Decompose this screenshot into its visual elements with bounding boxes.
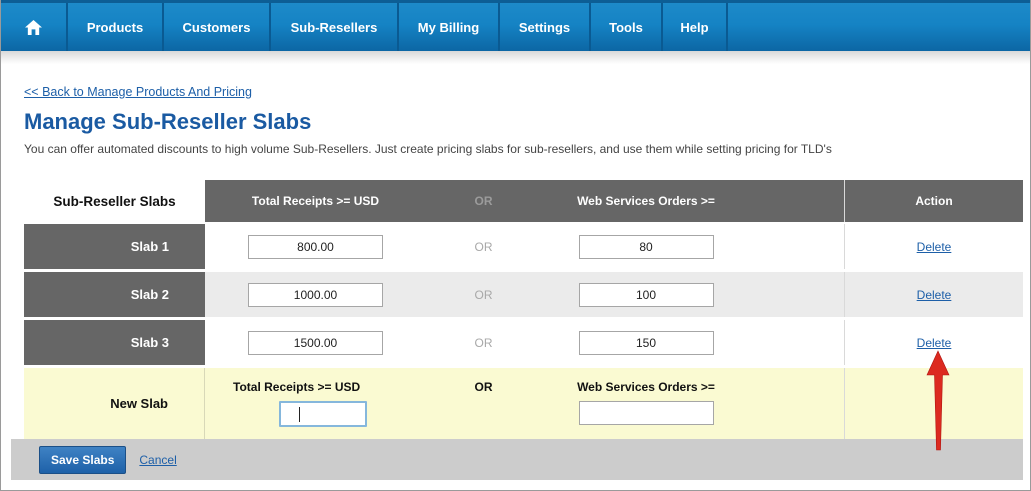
slab-2-or-label: OR <box>474 287 493 302</box>
new-slab-or-label: OR <box>474 380 493 394</box>
slab-2-receipts-input[interactable] <box>248 282 383 307</box>
sub-reseller-slabs-table: Sub-Reseller Slabs Total Receipts >= USD… <box>24 180 1023 439</box>
cancel-link[interactable]: Cancel <box>139 452 177 467</box>
nav-item-my-billing[interactable]: My Billing <box>399 3 500 51</box>
slab-2-orders-input[interactable] <box>578 282 714 307</box>
header-receipts-col: Total Receipts >= USD <box>251 194 380 208</box>
nav-item-products[interactable]: Products <box>68 3 164 51</box>
footer-action-bar: Save Slabs Cancel <box>11 439 1023 480</box>
nav-shadow <box>1 51 1030 64</box>
slab-1-label: Slab 1 <box>24 224 205 269</box>
slab-3-orders-input[interactable] <box>578 330 714 355</box>
page-title: Manage Sub-Reseller Slabs <box>24 109 312 134</box>
slab-1-orders-input[interactable] <box>578 234 714 259</box>
slab-3-delete-link[interactable]: Delete <box>916 335 952 350</box>
new-slab-orders-label: Web Services Orders >= <box>577 380 715 394</box>
nav-item-settings[interactable]: Settings <box>500 3 591 51</box>
back-link[interactable]: << Back to Manage Products And Pricing <box>24 85 252 99</box>
table-row-slab-1: Slab 1 OR Delete <box>24 224 1023 269</box>
table-row-slab-3: Slab 3 OR Delete <box>24 320 1023 365</box>
home-icon <box>25 19 42 35</box>
new-slab-label: New Slab <box>24 368 205 439</box>
slab-2-label: Slab 2 <box>24 272 205 317</box>
slab-1-delete-link[interactable]: Delete <box>916 239 952 254</box>
table-row-slab-2: Slab 2 OR Delete <box>24 272 1023 317</box>
slab-1-or-label: OR <box>474 239 493 254</box>
page-description: You can offer automated discounts to hig… <box>24 142 832 156</box>
save-slabs-button[interactable]: Save Slabs <box>39 445 127 474</box>
slab-1-receipts-input[interactable] <box>248 234 383 259</box>
header-label-col: Sub-Reseller Slabs <box>24 180 205 222</box>
top-nav: Products Customers Sub-Resellers My Bill… <box>1 0 1030 51</box>
header-action-col: Action <box>844 180 1023 222</box>
table-header-row: Sub-Reseller Slabs Total Receipts >= USD… <box>24 180 1023 222</box>
new-slab-receipts-label: Total Receipts >= USD <box>233 380 361 394</box>
nav-item-customers[interactable]: Customers <box>164 3 271 51</box>
new-slab-orders-input[interactable] <box>578 401 714 425</box>
slab-3-or-label: OR <box>474 335 493 350</box>
nav-item-help[interactable]: Help <box>663 3 728 51</box>
slab-3-receipts-input[interactable] <box>248 330 383 355</box>
nav-home-button[interactable] <box>1 3 68 51</box>
text-caret <box>299 406 300 422</box>
new-slab-receipts-input[interactable] <box>279 401 367 427</box>
slab-2-delete-link[interactable]: Delete <box>916 287 952 302</box>
nav-item-sub-resellers[interactable]: Sub-Resellers <box>271 3 399 51</box>
slab-3-label: Slab 3 <box>24 320 205 365</box>
header-or-col: OR <box>474 194 493 208</box>
table-row-new-slab: New Slab Total Receipts >= USD OR Web Se… <box>24 368 1023 439</box>
nav-item-tools[interactable]: Tools <box>591 3 663 51</box>
header-orders-col: Web Services Orders >= <box>577 194 715 208</box>
